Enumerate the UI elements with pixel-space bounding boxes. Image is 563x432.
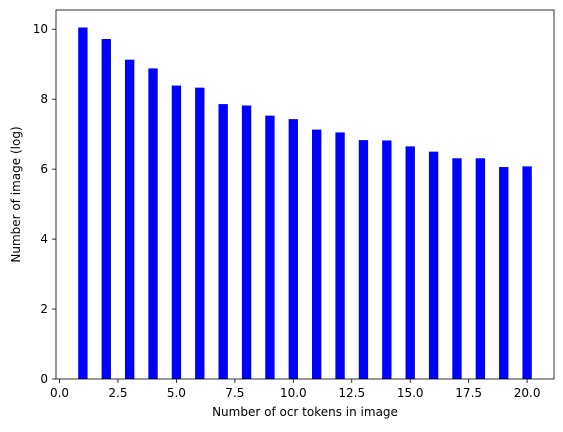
bar-1	[78, 27, 88, 379]
x-tick-label: 12.5	[338, 386, 365, 400]
plot-frame	[55, 9, 555, 380]
bar-17	[452, 158, 462, 379]
x-axis-label: Number of ocr tokens in image	[212, 405, 398, 419]
bar-2	[101, 39, 111, 379]
x-tick-label: 17.5	[455, 386, 482, 400]
bar-3	[124, 59, 135, 379]
y-tick-label: 10	[33, 22, 48, 36]
y-tick-label: 8	[40, 92, 48, 106]
x-tick-label: 0.0	[50, 386, 69, 400]
bar-11	[312, 129, 322, 379]
bar-12	[335, 132, 345, 379]
y-tick-label: 4	[40, 232, 48, 246]
bar-9	[265, 115, 275, 380]
x-tick-label: 10.0	[280, 386, 307, 400]
bar-6	[195, 87, 205, 379]
y-axis-label: Number of image (log)	[9, 126, 23, 262]
bar-16	[428, 151, 439, 379]
y-tick-label: 2	[40, 302, 48, 316]
bar-13	[358, 140, 369, 379]
bar-5	[171, 85, 182, 379]
bar-14	[382, 140, 392, 379]
bar-7	[218, 104, 228, 380]
y-tick-label: 0	[40, 372, 48, 386]
y-tick-label: 6	[40, 162, 48, 176]
bar-8	[241, 105, 252, 380]
x-tick-label: 15.0	[397, 386, 424, 400]
x-tick-label: 7.5	[225, 386, 244, 400]
bar-20	[522, 166, 532, 379]
y-ticks-group: 0 2 4 6 8 10	[33, 22, 56, 386]
x-tick-label: 20.0	[514, 386, 541, 400]
bar-4	[148, 68, 158, 379]
bar-18	[475, 158, 486, 379]
bar-15	[405, 146, 415, 379]
x-ticks-group: 0.0 2.5 5.0 7.5 10.0 12.5 15.0 17.5 20.0	[50, 379, 541, 400]
bar-10	[288, 119, 298, 379]
x-tick-label: 2.5	[108, 386, 127, 400]
bars-group	[78, 27, 532, 380]
bar-19	[499, 167, 509, 379]
x-tick-label: 5.0	[167, 386, 186, 400]
